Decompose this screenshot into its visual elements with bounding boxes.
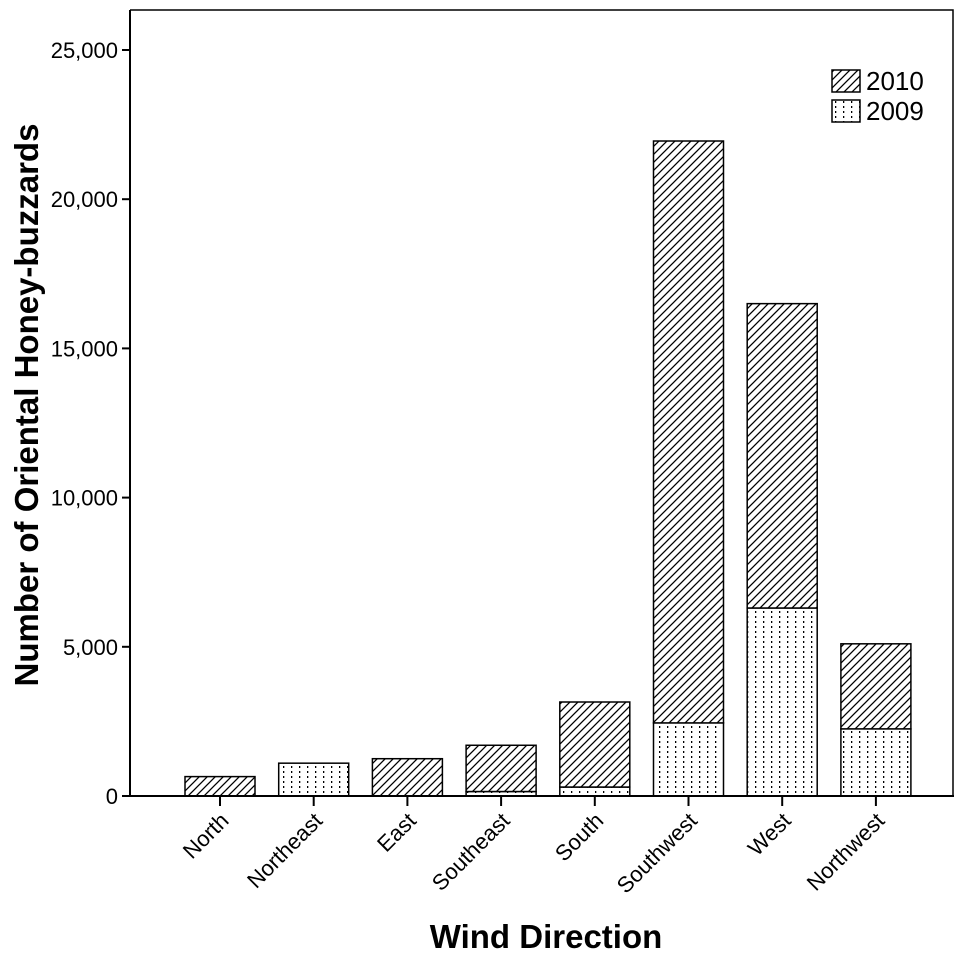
bar-2009-northwest bbox=[840, 728, 912, 797]
x-tick-label: South bbox=[550, 808, 608, 866]
y-tick-label: 10,000 bbox=[51, 486, 118, 511]
plot-frame bbox=[130, 9, 954, 796]
bar-2010-southwest bbox=[652, 140, 725, 724]
x-axis-title: Wind Direction bbox=[430, 918, 663, 954]
x-tick-label: Northwest bbox=[802, 808, 890, 896]
x-tick-label: Southwest bbox=[612, 808, 702, 898]
legend-swatch-2010 bbox=[831, 69, 861, 93]
bar-2010-southeast bbox=[465, 744, 537, 793]
y-tick-label: 25,000 bbox=[51, 38, 118, 63]
x-tick-label: Southeast bbox=[427, 808, 515, 896]
y-tick-label: 15,000 bbox=[51, 336, 118, 361]
bar-2009-south bbox=[559, 786, 631, 797]
bar-2010-northwest bbox=[840, 643, 912, 730]
bar-2009-west bbox=[746, 607, 818, 797]
x-tick-label: East bbox=[372, 808, 421, 857]
y-axis-title: Number of Oriental Honey-buzzards bbox=[8, 124, 45, 687]
plot-border bbox=[130, 9, 954, 796]
y-tick-label: 0 bbox=[106, 784, 118, 809]
bar-2010-south bbox=[559, 701, 631, 788]
y-axis: 0 5,000 10,000 15,000 20,000 25,000 bbox=[51, 10, 131, 809]
bars bbox=[184, 140, 912, 797]
x-axis: North Northeast East Southeast South Southwes… bbox=[130, 795, 954, 898]
bar-2010-east bbox=[371, 757, 444, 797]
bar-2010-west bbox=[746, 302, 818, 609]
y-tick-label: 5,000 bbox=[63, 635, 118, 660]
legend-label-2010: 2010 bbox=[866, 66, 924, 96]
x-tick-label: West bbox=[743, 808, 796, 861]
legend-swatch-2009 bbox=[831, 99, 861, 123]
bar-2010-north bbox=[184, 775, 256, 797]
bar-2009-northeast bbox=[277, 762, 350, 797]
legend-label-2009: 2009 bbox=[866, 96, 924, 126]
y-tick-label: 20,000 bbox=[51, 187, 118, 212]
x-tick-label: Northeast bbox=[242, 808, 327, 893]
x-tick-label: North bbox=[178, 808, 234, 864]
bar-2009-southwest bbox=[652, 722, 725, 797]
